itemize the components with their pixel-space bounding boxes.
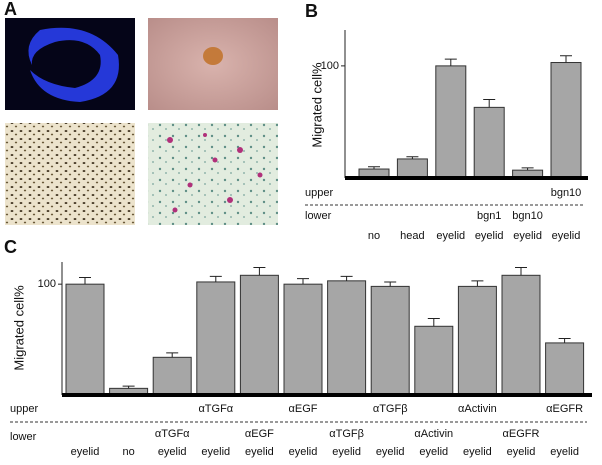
lower-treatment-label: αActivin [414, 428, 453, 440]
error-bar [558, 337, 571, 343]
error-bar [368, 166, 380, 170]
row-label: lower [10, 431, 37, 443]
panel-label: B [305, 1, 318, 21]
bar [152, 356, 192, 396]
panel-label: C [4, 237, 17, 257]
bar [196, 281, 236, 396]
y-tick-label: 100 [38, 278, 56, 290]
x-tick-label: no [368, 230, 380, 242]
upper-label: αActivin [458, 403, 497, 415]
error-bar [444, 58, 457, 66]
row-label: upper [10, 403, 38, 415]
error-bar [209, 275, 222, 282]
lower-treatment-label: αTGFα [155, 428, 190, 440]
bar [283, 283, 323, 396]
upper-label: bgn10 [551, 187, 582, 199]
lower-treatment-label: αEGFR [503, 428, 540, 440]
x-tick-label: eyelid [289, 446, 318, 458]
bar [239, 274, 279, 396]
upper-label: αEGF [289, 403, 318, 415]
upper-label: αEGFR [546, 403, 583, 415]
bar [327, 280, 367, 396]
y-axis-label: Migrated cell% [11, 285, 26, 371]
lower-treatment-label: bgn10 [512, 210, 543, 222]
error-bar [560, 55, 572, 63]
error-bar [427, 318, 440, 327]
error-bar [483, 99, 496, 108]
error-bar [253, 267, 266, 276]
x-tick-label: eyelid [463, 446, 492, 458]
bar [545, 342, 585, 396]
error-bar [122, 385, 135, 389]
x-tick-label: eyelid [513, 230, 542, 242]
error-bar [340, 275, 353, 281]
micrograph-images [5, 18, 278, 225]
error-bar [384, 281, 397, 287]
error-bar [406, 156, 419, 159]
lower-treatment-label: αEGF [245, 428, 274, 440]
error-bar [79, 277, 91, 285]
bar [435, 65, 467, 179]
lower-treatment-label: αTGFβ [329, 428, 364, 440]
lower-treatment-label: bgn1 [477, 210, 501, 222]
error-bar [471, 280, 484, 287]
x-tick-label: eyelid [376, 446, 405, 458]
x-tick-label: no [122, 446, 134, 458]
row-label: lower [305, 210, 332, 222]
upper-label: αTGFα [198, 403, 233, 415]
bar [65, 283, 105, 396]
bar [457, 285, 497, 396]
panel-label: A [4, 0, 17, 19]
bar [396, 158, 428, 179]
x-tick-label: eyelid [507, 446, 536, 458]
bar [414, 325, 454, 396]
x-tick-label: eyelid [245, 446, 274, 458]
bar [550, 62, 582, 179]
x-tick-label: eyelid [475, 230, 504, 242]
x-tick-label: eyelid [419, 446, 448, 458]
x-tick-label: eyelid [158, 446, 187, 458]
x-tick-label: eyelid [201, 446, 230, 458]
error-bar [521, 167, 534, 171]
bar [501, 274, 541, 396]
row-label: upper [305, 187, 333, 199]
x-tick-label: head [400, 230, 424, 242]
error-bar [297, 278, 309, 285]
x-tick-label: eyelid [71, 446, 100, 458]
x-tick-label: eyelid [550, 446, 579, 458]
bar [370, 285, 410, 396]
error-bar [515, 267, 527, 276]
error-bar [166, 352, 179, 358]
x-tick-label: eyelid [552, 230, 581, 242]
y-tick-label: 100 [321, 60, 339, 72]
x-tick-label: eyelid [332, 446, 361, 458]
y-axis-label: Migrated cell% [309, 62, 324, 148]
x-tick-label: eyelid [436, 230, 465, 242]
bar [473, 106, 505, 179]
upper-label: αTGFβ [373, 403, 408, 415]
